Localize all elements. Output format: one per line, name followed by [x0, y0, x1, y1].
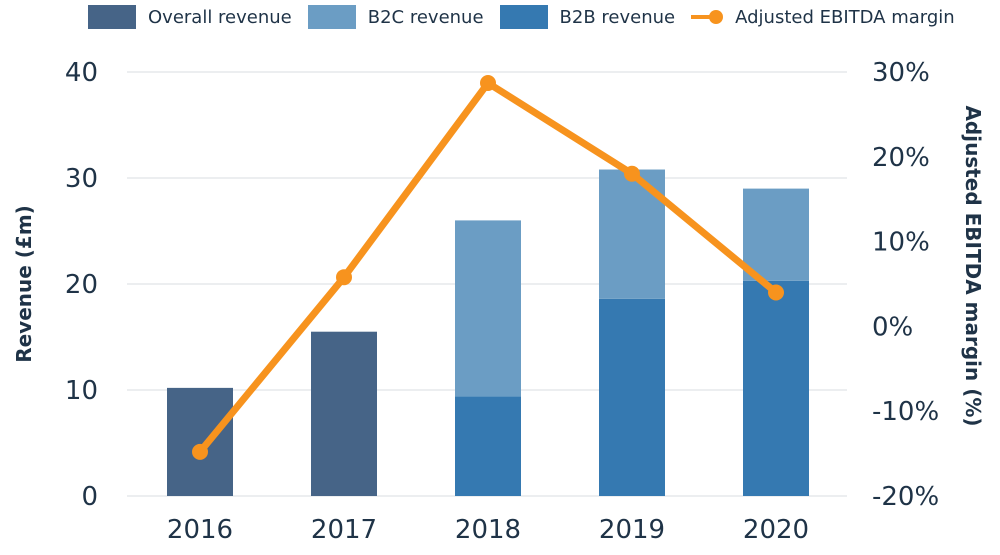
- x-tick-label: 2017: [311, 515, 377, 545]
- y2-tick-label: 30%: [872, 58, 930, 88]
- y2-tick-label: -20%: [872, 482, 939, 512]
- y-tick-label: 20: [65, 270, 98, 300]
- ebitda-point-2017[interactable]: [336, 269, 352, 286]
- bar-b2b-revenue-2020[interactable]: [743, 280, 809, 496]
- ebitda-point-2020[interactable]: [768, 284, 784, 301]
- right-axis-ticks: -20% -10% 0% 10% 20% 30%: [872, 58, 939, 512]
- y-axis-title: Revenue (£m): [12, 205, 36, 363]
- legend-item-ebitda-margin[interactable]: Adjusted EBITDA margin: [691, 5, 955, 29]
- x-axis-ticks: 2016 2017 2018 2019 2020: [167, 515, 809, 545]
- x-tick-label: 2020: [743, 515, 809, 545]
- bar-b2b-revenue-2019[interactable]: [599, 298, 665, 496]
- bar-overall-revenue-2017[interactable]: [311, 331, 377, 496]
- legend-swatch-overall: [88, 5, 136, 29]
- x-tick-label: 2018: [455, 515, 521, 545]
- legend-label: Adjusted EBITDA margin: [735, 6, 955, 28]
- legend-item-overall-revenue[interactable]: Overall revenue: [88, 5, 292, 29]
- legend-swatch-b2b: [499, 5, 548, 29]
- y-tick-label: 40: [65, 58, 98, 88]
- bars: [167, 169, 809, 496]
- legend-label: Overall revenue: [148, 6, 292, 28]
- legend-line-marker-icon: [691, 5, 725, 29]
- y-tick-label: 0: [81, 482, 98, 512]
- bar-b2c-revenue-2020[interactable]: [743, 188, 809, 281]
- legend-item-b2c-revenue[interactable]: B2C revenue: [307, 5, 484, 29]
- y2-tick-label: 20%: [872, 143, 930, 173]
- bar-b2b-revenue-2018[interactable]: [455, 396, 521, 496]
- y2-tick-label: 0%: [872, 312, 913, 342]
- x-tick-label: 2019: [599, 515, 665, 545]
- y2-axis-title: Adjusted EBITDA margin (%): [961, 105, 985, 426]
- legend-item-b2b-revenue[interactable]: B2B revenue: [499, 5, 676, 29]
- legend-label: B2C revenue: [367, 6, 484, 28]
- bar-b2c-revenue-2018[interactable]: [455, 220, 521, 397]
- left-axis-ticks: 0 10 20 30 40: [65, 58, 98, 512]
- ebitda-line: [192, 75, 784, 460]
- legend-label: B2B revenue: [559, 6, 676, 28]
- ebitda-point-2019[interactable]: [624, 165, 640, 182]
- legend: Overall revenue B2C revenue B2B revenue …: [88, 0, 971, 34]
- y-tick-label: 10: [65, 376, 98, 406]
- legend-swatch-b2c: [307, 5, 356, 29]
- bar-overall-revenue-2016[interactable]: [167, 387, 233, 496]
- y2-tick-label: 10%: [872, 228, 930, 258]
- y-tick-label: 30: [65, 164, 98, 194]
- ebitda-point-2018[interactable]: [480, 75, 496, 92]
- ebitda-point-2016[interactable]: [192, 443, 208, 460]
- x-tick-label: 2016: [167, 515, 233, 545]
- y2-tick-label: -10%: [872, 397, 939, 427]
